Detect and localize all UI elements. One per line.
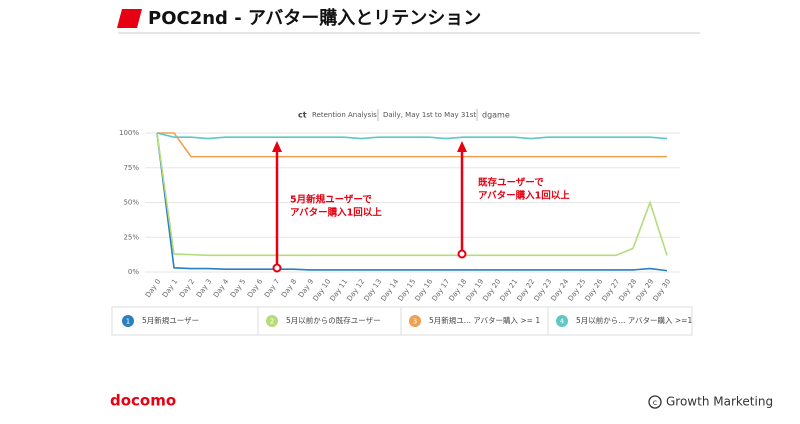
series-line (157, 132, 667, 158)
chart-subtitle: dgame (482, 111, 510, 120)
credit: Growth Marketing (666, 395, 773, 409)
legend-label: 5月以前から... アバター購入 >=1 (576, 315, 692, 325)
logo: docomo (110, 392, 176, 410)
y-tick-label: 75% (123, 164, 139, 172)
copyright-c: c (653, 398, 657, 407)
copyright-icon (648, 395, 662, 409)
legend-marker-label: 4 (560, 318, 565, 326)
legend-label: 5月新規ユ... アバター購入 >= 1 (429, 315, 540, 325)
chart-subtitle: Daily, May 1st to May 31st (383, 111, 476, 119)
annotation-text: アバター購入1回以上 (290, 207, 382, 219)
legend-marker (122, 315, 134, 327)
series-line (156, 132, 668, 140)
series-line (156, 132, 668, 257)
annotation-text: 既存ユーザーで (478, 177, 544, 189)
y-tick-label: 50% (123, 199, 139, 207)
annotation-arrowhead (272, 141, 282, 152)
y-tick-label: 25% (123, 233, 139, 241)
annotation-text: 5月新規ユーザーで (290, 194, 372, 206)
slide-title: POC2nd - アバター購入とリテンション (148, 7, 481, 29)
series-line (156, 132, 668, 272)
annotation-point (457, 249, 467, 259)
legend-marker-label: 2 (270, 318, 274, 326)
subtitle-icon: ct (298, 111, 307, 120)
annotation-text: アバター購入1回以上 (478, 190, 570, 202)
legend-label: 5月新規ユーザー (142, 315, 199, 325)
legend-marker-label: 1 (126, 318, 130, 326)
legend-marker (266, 315, 278, 327)
y-tick-label: 0% (128, 268, 139, 276)
legend-frame (111, 306, 693, 336)
legend-marker (556, 315, 568, 327)
title-mark (117, 9, 142, 28)
legend-marker-label: 3 (413, 318, 417, 326)
annotation-point (272, 263, 282, 273)
legend-marker (409, 315, 421, 327)
legend-label: 5月以前からの既存ユーザー (286, 315, 381, 325)
annotation-arrowhead (457, 141, 467, 152)
y-tick-label: 100% (119, 129, 139, 137)
chart-subtitle: Retention Analysis (312, 111, 377, 119)
